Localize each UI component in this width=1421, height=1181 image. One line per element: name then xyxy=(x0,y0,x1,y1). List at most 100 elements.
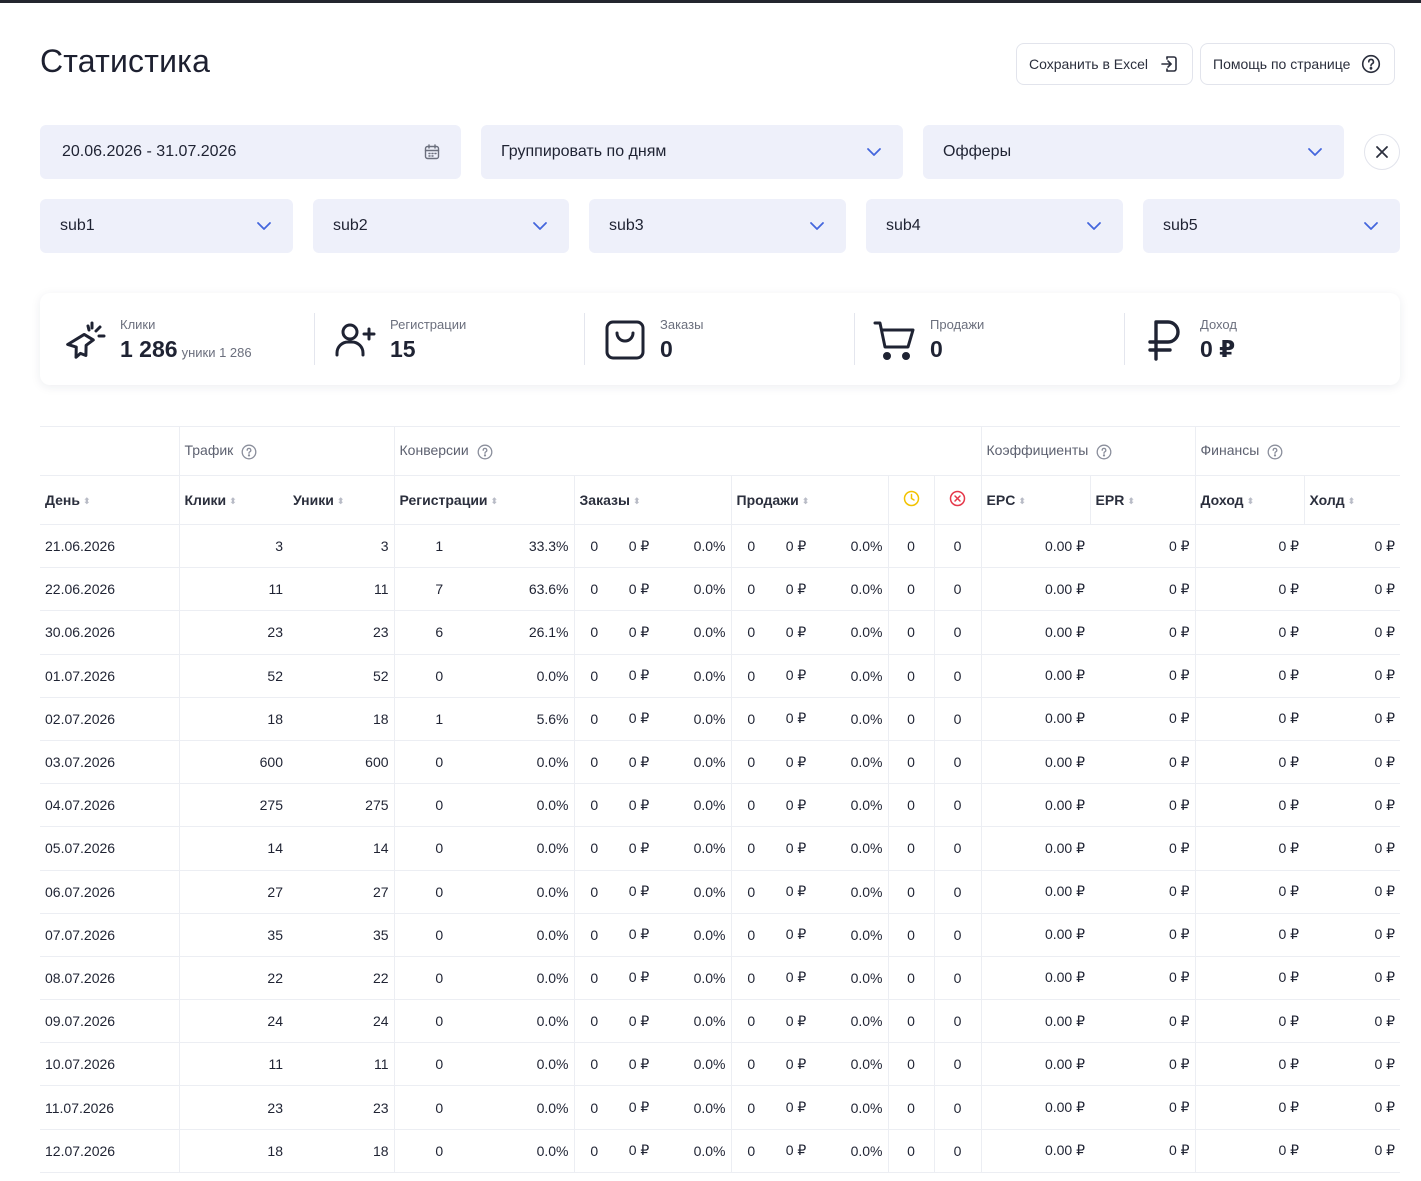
cell-sales-rate: 0.0% xyxy=(821,913,889,957)
col-epc-header[interactable]: EPC ⬍ xyxy=(980,475,1091,525)
cell-registrations: 0 xyxy=(393,913,485,957)
table-row: 07.07.2026 35 35 0 0.0% 0 0 ₽0.0% 0 0 ₽0.0% 0 0 0.0… xyxy=(40,913,1401,957)
cell-epc: 0.00 ₽ xyxy=(980,999,1091,1044)
table-row: 12.07.2026 18 18 0 0.0% 0 0 ₽0.0% 0 0 ₽0.0% 0 0 0.0… xyxy=(40,1129,1401,1173)
cell-registrations: 0 xyxy=(393,956,485,1001)
cell-rejected: 0 xyxy=(933,610,982,655)
cell-sales-count: 0 xyxy=(730,697,772,741)
col-income-header[interactable]: Доход ⬍ xyxy=(1194,475,1305,525)
help-button[interactable]: Помощь по странице xyxy=(1200,43,1396,85)
cell-rejected: 0 xyxy=(933,826,982,871)
chevron-down-icon xyxy=(1306,143,1324,161)
cell-pending: 0 xyxy=(887,740,935,785)
date-range-field[interactable]: 20.06.2026 - 31.07.2026 xyxy=(40,125,461,179)
cell-orders-sum: 0 ₽ xyxy=(614,1129,665,1173)
offers-select[interactable]: Офферы xyxy=(923,125,1344,179)
clear-filters-button[interactable] xyxy=(1364,134,1400,170)
kpi-clicks-uniques: уники 1 286 xyxy=(181,345,252,360)
question-circle-icon[interactable] xyxy=(1096,444,1112,460)
cell-epr: 0 ₽ xyxy=(1090,999,1196,1044)
cell-registrations-rate: 0.0% xyxy=(484,999,575,1044)
cell-rejected: 0 xyxy=(933,870,982,914)
col-sales-header[interactable]: Продажи ⬍ xyxy=(730,475,889,525)
table-row: 06.07.2026 27 27 0 0.0% 0 0 ₽0.0% 0 0 ₽0.0% 0 0 0.0… xyxy=(40,870,1401,914)
col-uniques-header[interactable]: Уники ⬍ xyxy=(288,475,395,525)
cell-sales-sum: 0 ₽ xyxy=(771,1085,822,1130)
sub2-select[interactable]: sub2 xyxy=(313,199,569,253)
cell-rejected: 0 xyxy=(933,524,982,569)
cell-orders-sum: 0 ₽ xyxy=(614,654,665,698)
col-day-header[interactable]: День ⬍ xyxy=(40,475,179,525)
table-row: 05.07.2026 14 14 0 0.0% 0 0 ₽0.0% 0 0 ₽0.0% 0 0 0.0… xyxy=(40,826,1401,871)
cell-orders-sum: 0 ₽ xyxy=(614,913,665,957)
question-circle-icon[interactable] xyxy=(477,444,493,460)
col-registrations-header[interactable]: Регистрации ⬍ xyxy=(393,475,575,525)
cell-rejected: 0 xyxy=(933,1129,982,1173)
cell-income: 0 ₽ xyxy=(1194,999,1305,1044)
group-by-select[interactable]: Группировать по дням xyxy=(481,125,903,179)
cell-orders-count: 0 xyxy=(573,1129,615,1173)
cell-uniques: 18 xyxy=(288,697,395,741)
cell-epr: 0 ₽ xyxy=(1090,1129,1196,1173)
col-rejected-header[interactable] xyxy=(933,475,982,525)
cell-pending: 0 xyxy=(887,956,935,1001)
cell-sales-rate: 0.0% xyxy=(821,783,889,828)
cell-hold: 0 ₽ xyxy=(1304,870,1401,914)
export-icon xyxy=(1158,53,1180,75)
cell-orders-count: 0 xyxy=(573,956,615,1001)
cell-sales-count: 0 xyxy=(730,1085,772,1130)
cell-orders-sum: 0 ₽ xyxy=(614,1042,665,1087)
cell-orders-rate: 0.0% xyxy=(664,1085,732,1130)
chevron-down-icon xyxy=(1085,217,1103,235)
cell-epc: 0.00 ₽ xyxy=(980,697,1091,741)
cell-income: 0 ₽ xyxy=(1194,870,1305,914)
sub5-select[interactable]: sub5 xyxy=(1143,199,1400,253)
date-range-value: 20.06.2026 - 31.07.2026 xyxy=(62,143,237,160)
sub3-select[interactable]: sub3 xyxy=(589,199,846,253)
cell-registrations-rate: 0.0% xyxy=(484,870,575,914)
col-epr-header[interactable]: EPR ⬍ xyxy=(1089,475,1196,525)
col-clicks-header[interactable]: Клики ⬍ xyxy=(178,475,288,525)
table-row: 10.07.2026 11 11 0 0.0% 0 0 ₽0.0% 0 0 ₽0.0% 0 0 0.0… xyxy=(40,1042,1401,1087)
col-epr-label: EPR xyxy=(1095,492,1125,508)
col-pending-header[interactable] xyxy=(887,475,935,525)
sort-icon: ⬍ xyxy=(83,495,91,506)
table-row: 08.07.2026 22 22 0 0.0% 0 0 ₽0.0% 0 0 ₽0.0% 0 0 0.0… xyxy=(40,956,1401,1001)
col-hold-header[interactable]: Холд ⬍ xyxy=(1303,475,1401,525)
kpi-registrations: Регистрации 15 xyxy=(330,313,466,367)
save-excel-button[interactable]: Сохранить в Excel xyxy=(1016,43,1194,85)
cell-epr: 0 ₽ xyxy=(1090,654,1196,698)
cell-orders-sum: 0 ₽ xyxy=(614,740,665,785)
table-row: 04.07.2026 275 275 0 0.0% 0 0 ₽0.0% 0 0 ₽0.0% 0 0 0… xyxy=(40,783,1401,828)
col-orders-header[interactable]: Заказы ⬍ xyxy=(573,475,732,525)
sort-icon: ⬍ xyxy=(229,495,237,506)
cell-uniques: 22 xyxy=(288,956,395,1001)
question-circle-icon[interactable] xyxy=(241,444,257,460)
cell-epr: 0 ₽ xyxy=(1090,1042,1196,1087)
chevron-down-icon xyxy=(531,217,549,235)
cell-orders-rate: 0.0% xyxy=(664,1129,732,1173)
cell-registrations-rate: 0.0% xyxy=(484,1129,575,1173)
cell-uniques: 35 xyxy=(288,913,395,957)
cell-sales-sum: 0 ₽ xyxy=(771,870,822,914)
question-circle-icon xyxy=(1360,53,1382,75)
cell-orders-rate: 0.0% xyxy=(664,1042,732,1087)
cell-registrations-rate: 33.3% xyxy=(484,524,575,569)
cell-registrations-rate: 0.0% xyxy=(484,956,575,1001)
cell-sales-count: 0 xyxy=(730,740,772,785)
cell-epr: 0 ₽ xyxy=(1090,740,1196,785)
kpi-orders: Заказы 0 xyxy=(600,313,703,367)
sub4-select[interactable]: sub4 xyxy=(866,199,1123,253)
question-circle-icon[interactable] xyxy=(1267,444,1283,460)
sub2-value: sub2 xyxy=(333,217,368,234)
cell-orders-count: 0 xyxy=(573,610,615,655)
sub1-select[interactable]: sub1 xyxy=(40,199,293,253)
cell-registrations: 0 xyxy=(393,740,485,785)
cell-clicks: 35 xyxy=(178,913,288,957)
cell-clicks: 14 xyxy=(178,826,288,871)
cell-orders-rate: 0.0% xyxy=(664,783,732,828)
sort-icon: ⬍ xyxy=(1018,495,1026,506)
cell-sales-rate: 0.0% xyxy=(821,697,889,741)
cell-income: 0 ₽ xyxy=(1194,524,1305,569)
cell-epc: 0.00 ₽ xyxy=(980,1042,1091,1087)
